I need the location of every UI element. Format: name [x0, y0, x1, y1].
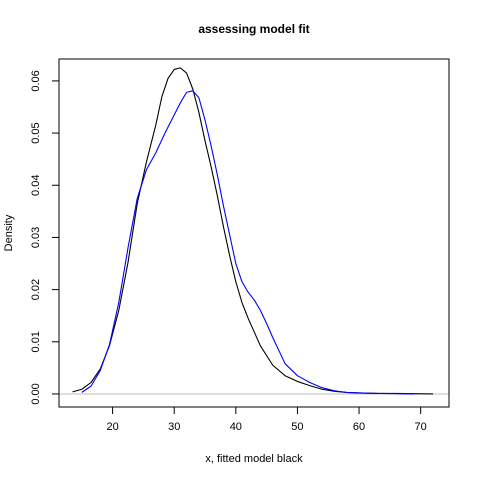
x-tick-label: 60 [353, 421, 365, 433]
y-tick-label: 0.03 [30, 227, 42, 248]
y-tick-label: 0.00 [30, 383, 42, 404]
y-axis-label: Density [3, 214, 15, 251]
x-axis-label: x, fitted model black [205, 453, 303, 465]
x-tick-label: 50 [291, 421, 303, 433]
y-tick-label: 0.06 [30, 70, 42, 91]
y-tick-label: 0.05 [30, 122, 42, 143]
x-tick-label: 40 [230, 421, 242, 433]
plot-area [59, 67, 449, 395]
y-tick-label: 0.02 [30, 279, 42, 300]
chart-title: assessing model fit [198, 22, 309, 36]
x-tick-label: 70 [415, 421, 427, 433]
y-axis: 0.00 0.01 0.02 0.03 0.04 0.05 0.06 [30, 70, 60, 405]
plot-frame [58, 58, 450, 408]
x-axis: 20 30 40 50 60 70 [106, 406, 427, 433]
x-tick-label: 20 [106, 421, 118, 433]
series-line-blue [81, 90, 415, 395]
x-tick-label: 30 [168, 421, 180, 433]
series-line-black [72, 67, 433, 395]
y-tick-label: 0.01 [30, 331, 42, 352]
y-tick-label: 0.04 [30, 175, 42, 196]
